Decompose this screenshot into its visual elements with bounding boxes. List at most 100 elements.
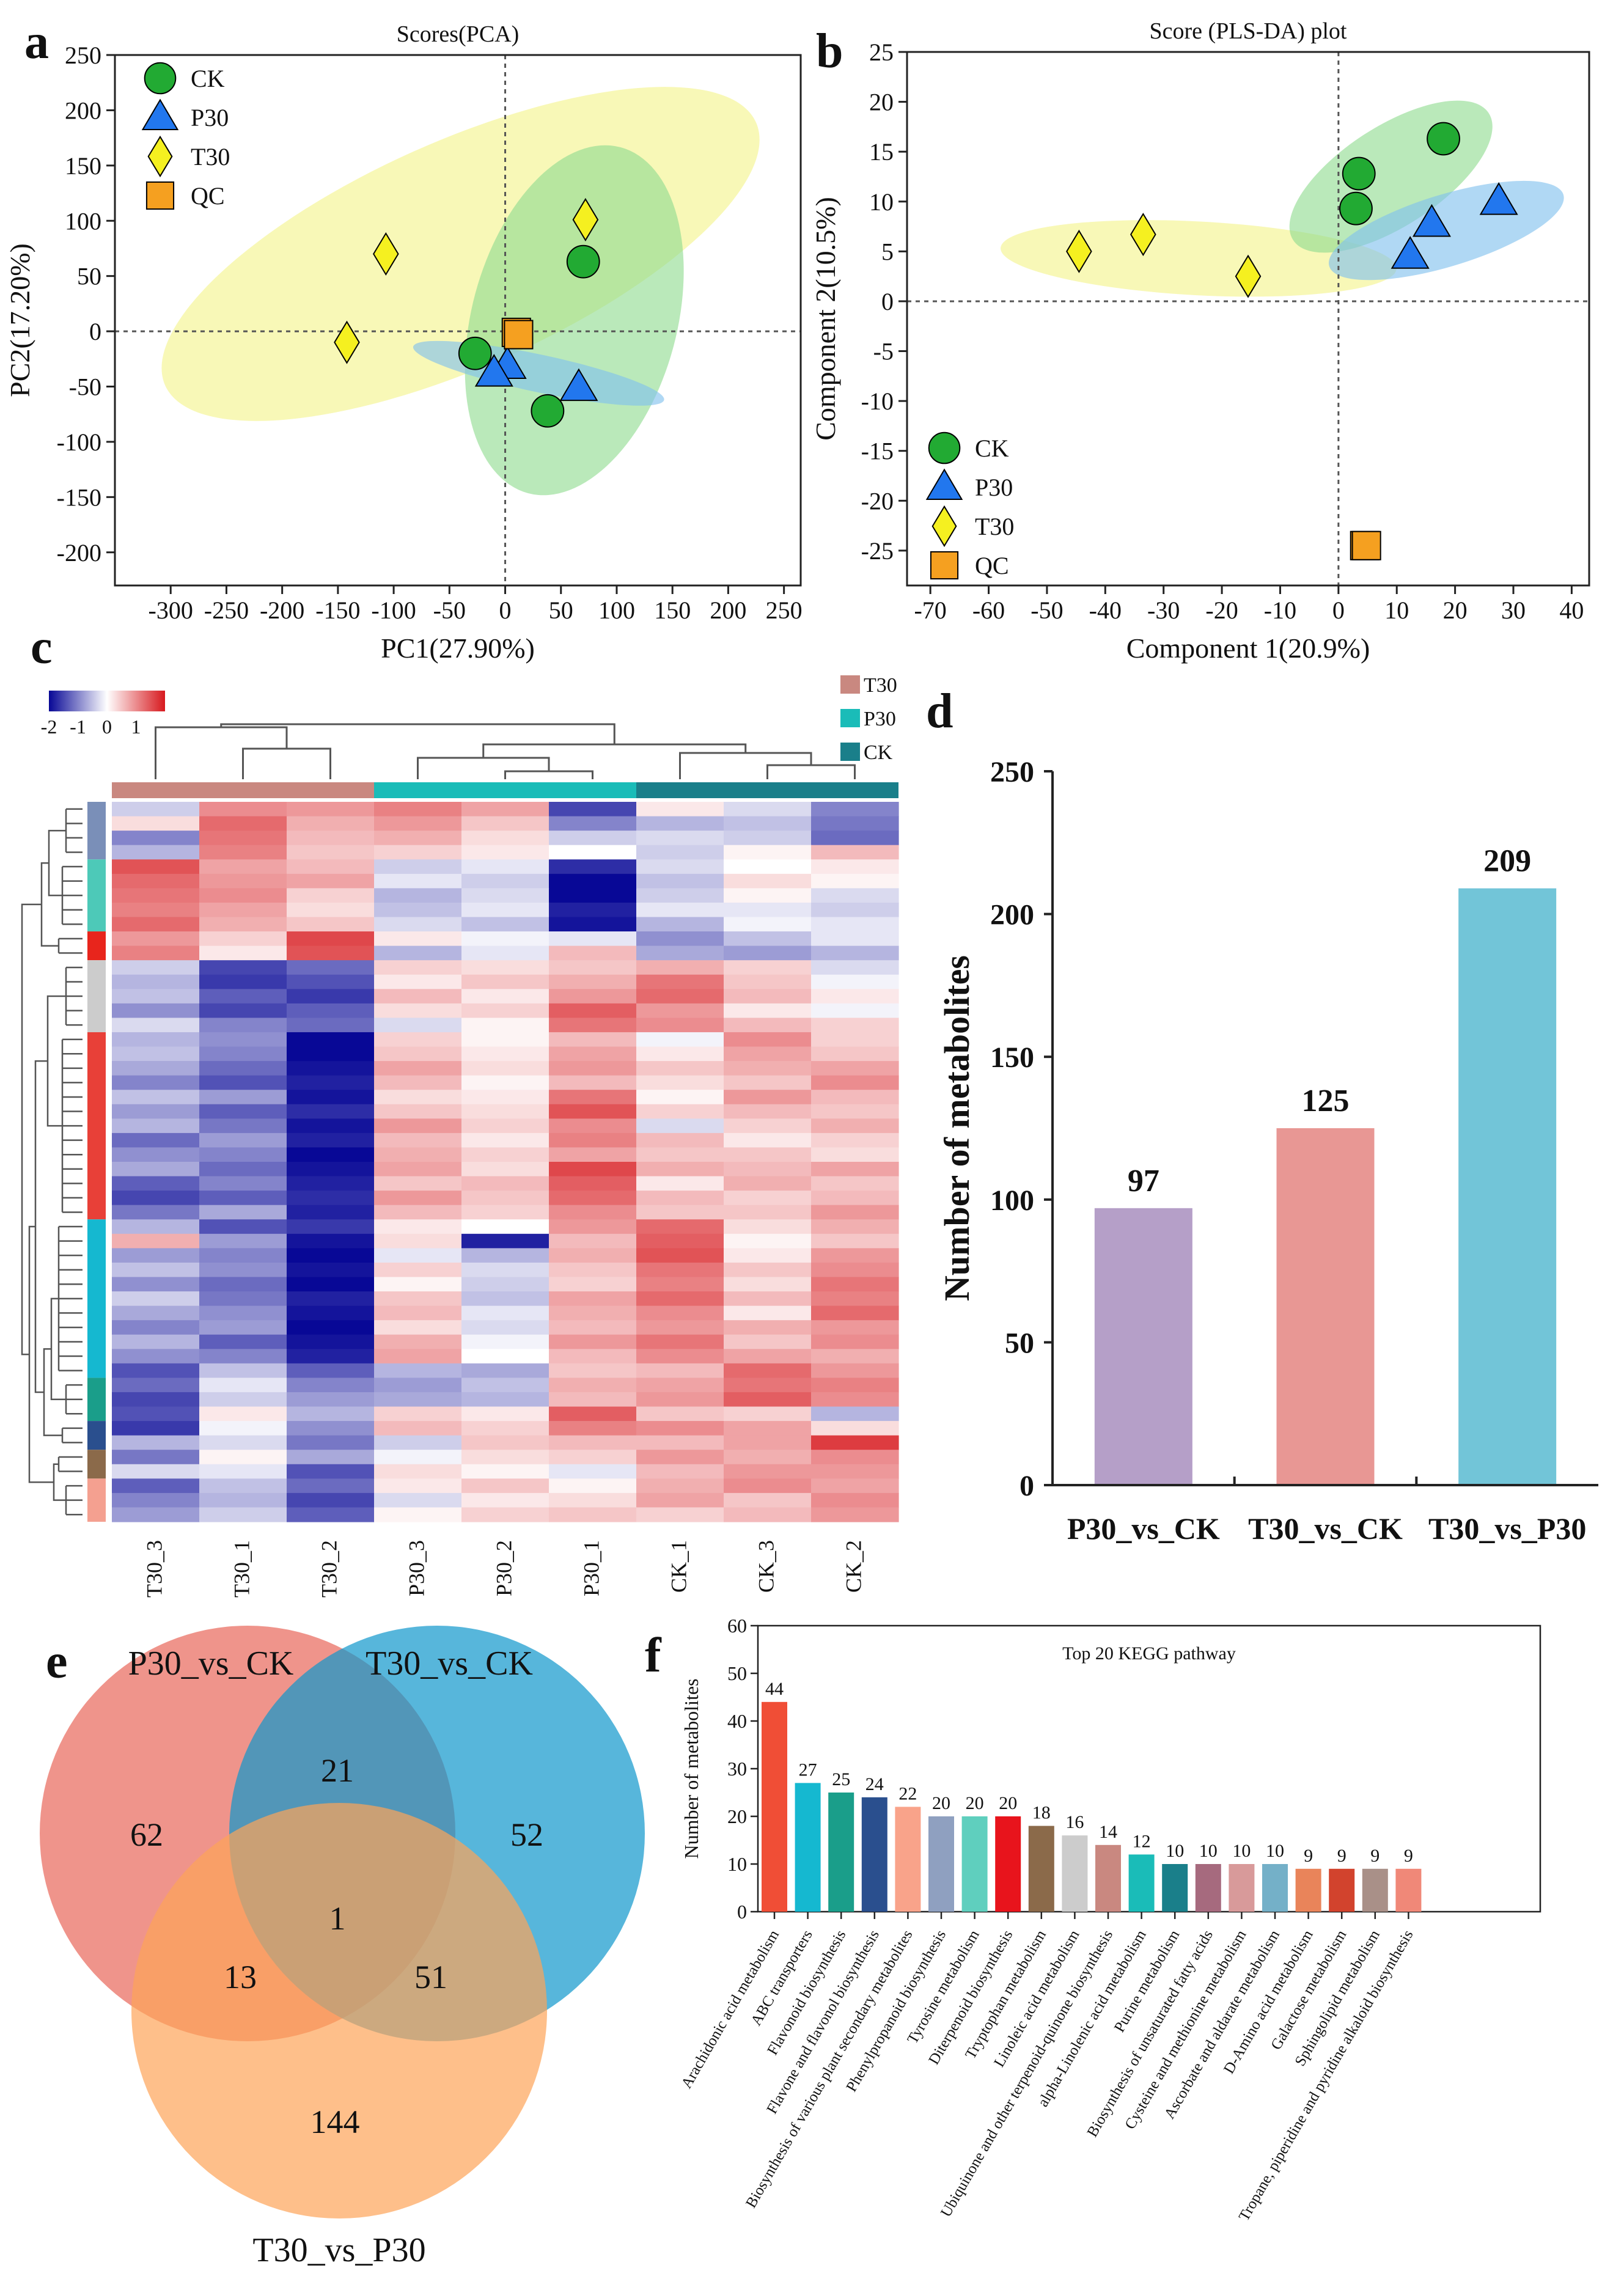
heatmap-cell xyxy=(461,917,549,932)
heatmap-cell xyxy=(374,1406,462,1422)
heatmap-cell xyxy=(199,1233,287,1249)
heatmap-cell xyxy=(374,1363,462,1378)
heatmap-cell xyxy=(724,1392,812,1407)
heatmap-cell xyxy=(811,888,899,903)
x-tick-label: -50 xyxy=(433,596,466,624)
x-tick-label: -300 xyxy=(149,596,193,624)
y-tick-label: 10 xyxy=(727,1853,747,1875)
heatmap-cell xyxy=(636,1104,724,1119)
y-tick-label: 0 xyxy=(1020,1470,1034,1502)
plsda-scores-plot: -70 -60 -50 -40 -30 -20 -10 0 10 20 30 40-25-20-15-… xyxy=(810,18,1590,664)
heatmap-cell xyxy=(724,1061,812,1076)
heatmap-column-label: CK_3 xyxy=(754,1540,779,1593)
x-tick-label: 150 xyxy=(654,596,691,624)
x-tick-label: 200 xyxy=(710,596,746,624)
heatmap-cell xyxy=(461,1421,549,1436)
heatmap-cell xyxy=(287,1492,375,1508)
heatmap-cell xyxy=(724,945,812,961)
x-axis-title: Component 1(20.9%) xyxy=(1126,633,1370,664)
heatmap-cell xyxy=(461,1305,549,1321)
heatmap-cell xyxy=(112,1147,200,1162)
heatmap-cell xyxy=(112,1464,200,1479)
heatmap-cell xyxy=(374,1090,462,1105)
heatmap-cell xyxy=(287,1349,375,1364)
heatmap-cell xyxy=(461,1176,549,1191)
x-tick-label: -250 xyxy=(204,596,249,624)
heatmap-cell xyxy=(549,1205,637,1220)
heatmap-cell xyxy=(811,931,899,947)
heatmap-cell xyxy=(287,1061,375,1076)
heatmap-cell xyxy=(112,1349,200,1364)
heatmap-cell xyxy=(724,1378,812,1393)
x-tick-label: 10 xyxy=(1384,596,1409,624)
row-cluster-annotation xyxy=(87,960,106,1032)
heatmap-cell xyxy=(636,1450,724,1465)
heatmap-cell xyxy=(461,1075,549,1090)
heatmap-cell xyxy=(374,1478,462,1494)
heatmap-cell xyxy=(374,1162,462,1177)
heatmap-cell xyxy=(374,1046,462,1062)
bar-tyrosine-metabolism xyxy=(961,1816,988,1912)
heatmap-cell xyxy=(287,1147,375,1162)
color-scale-label: -1 xyxy=(70,716,86,738)
heatmap-cell xyxy=(549,831,637,846)
heatmap-cell xyxy=(811,1435,899,1450)
bar-value-label: 27 xyxy=(799,1760,817,1780)
heatmap-cell xyxy=(636,1147,724,1162)
heatmap-cell xyxy=(199,945,287,961)
heatmap-cell xyxy=(199,1406,287,1422)
heatmap-cell xyxy=(287,1219,375,1235)
heatmap-cell xyxy=(724,1450,812,1465)
heatmap-cell xyxy=(461,1219,549,1235)
heatmap-cell xyxy=(811,1191,899,1206)
heatmap-cell xyxy=(549,1305,637,1321)
bar-galactose-metabolism xyxy=(1329,1868,1355,1912)
heatmap-cell xyxy=(724,1507,812,1522)
heatmap-cell xyxy=(549,845,637,860)
heatmap-cell xyxy=(287,1507,375,1522)
heatmap-column-label: CK_2 xyxy=(842,1540,866,1593)
heatmap-cell xyxy=(199,1334,287,1349)
color-scale-label: -2 xyxy=(41,716,57,738)
y-tick-label: 150 xyxy=(990,1041,1034,1074)
bar-phenylpropanoid-biosynthesis xyxy=(928,1816,954,1912)
heatmap-cell xyxy=(724,1291,812,1307)
chart-title: Top 20 KEGG pathway xyxy=(1062,1643,1236,1664)
heatmap-cell xyxy=(724,1090,812,1105)
venn-diagram: P30_vs_CK T30_vs_CK T30_vs_P30 62 52 144 21 13 5… xyxy=(40,1626,645,2269)
heatmap-cell xyxy=(112,1291,200,1307)
heatmap-cell xyxy=(287,845,375,860)
y-tick-label: 200 xyxy=(990,899,1034,931)
heatmap-cell xyxy=(724,1233,812,1249)
heatmap-cell xyxy=(112,1018,200,1033)
heatmap-cell xyxy=(549,1075,637,1090)
heatmap-cell xyxy=(112,1003,200,1018)
heatmap-cell xyxy=(374,917,462,932)
bar-biosynthesis-of-various-plant-secondary-metabolites xyxy=(895,1807,921,1912)
heatmap-cell xyxy=(811,1349,899,1364)
heatmap-cell xyxy=(549,1003,637,1018)
heatmap-cell xyxy=(461,1320,549,1335)
heatmap-cell xyxy=(724,1421,812,1436)
bar-biosynthesis-of-unsaturated-fatty-acids xyxy=(1195,1864,1221,1912)
data-point-ck-3 xyxy=(531,394,565,428)
heatmap-cell xyxy=(811,1406,899,1422)
heatmap-cell xyxy=(199,1191,287,1206)
heatmap-cell xyxy=(636,945,724,961)
heatmap-cell xyxy=(549,1018,637,1033)
data-point-p30-3 xyxy=(559,368,598,402)
heatmap-cell xyxy=(199,1147,287,1162)
heatmap-cell xyxy=(199,845,287,860)
x-tick-label: -40 xyxy=(1089,596,1122,624)
y-tick-label: 100 xyxy=(990,1184,1034,1217)
heatmap-cell xyxy=(811,816,899,831)
legend-marker-qc xyxy=(930,551,959,580)
dendrogram-link xyxy=(43,1348,62,1436)
y-tick-label: 50 xyxy=(77,263,101,290)
heatmap-cell xyxy=(199,1118,287,1134)
heatmap-cell xyxy=(461,1349,549,1364)
heatmap-cell xyxy=(287,802,375,817)
bar-t30-vs-p30 xyxy=(1458,888,1557,1485)
heatmap-cell xyxy=(811,831,899,846)
heatmap-cell xyxy=(461,902,549,918)
